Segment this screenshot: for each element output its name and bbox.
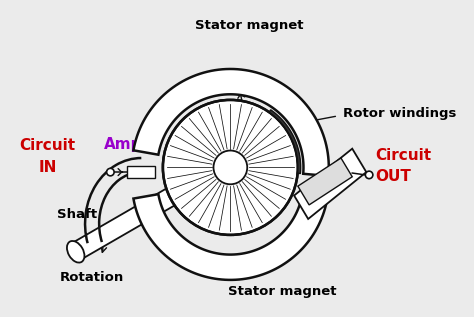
Text: Stator magnet: Stator magnet (228, 285, 336, 298)
Text: Rotor windings: Rotor windings (343, 107, 456, 120)
Polygon shape (294, 149, 366, 219)
Ellipse shape (67, 241, 84, 262)
Circle shape (365, 171, 373, 179)
Circle shape (107, 168, 114, 176)
Text: Stator magnet: Stator magnet (195, 19, 303, 32)
Circle shape (213, 151, 247, 184)
Text: Shaft: Shaft (57, 208, 97, 221)
Polygon shape (71, 164, 218, 260)
Polygon shape (269, 110, 301, 173)
Text: IN: IN (38, 160, 57, 175)
Text: Amps: Amps (104, 137, 151, 152)
Text: OUT: OUT (376, 169, 411, 184)
Bar (127, 166, 155, 178)
Text: Circuit: Circuit (376, 148, 432, 163)
Polygon shape (134, 69, 329, 176)
Text: Rotation: Rotation (60, 270, 124, 283)
Polygon shape (134, 194, 328, 280)
Circle shape (163, 100, 298, 235)
Text: Circuit: Circuit (19, 138, 76, 153)
Polygon shape (298, 158, 352, 205)
